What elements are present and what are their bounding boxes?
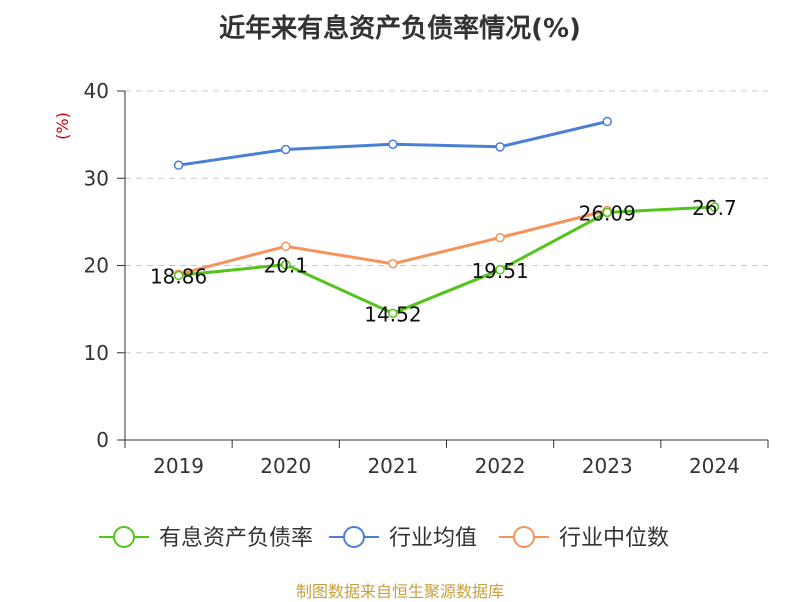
data-label: 19.51 xyxy=(471,259,528,283)
data-label: 20.1 xyxy=(263,254,308,278)
legend-label: 行业中位数 xyxy=(559,526,669,551)
data-point xyxy=(173,160,184,170)
legend-label: 有息资产负债率 xyxy=(159,526,313,551)
x-tick-label: 2019 xyxy=(153,454,204,478)
x-tick-label: 2020 xyxy=(260,454,311,478)
data-point xyxy=(281,241,291,252)
data-point xyxy=(281,144,291,155)
data-point xyxy=(709,202,720,212)
data-point xyxy=(388,308,398,319)
data-point xyxy=(388,139,398,149)
y-tick-label: 10 xyxy=(84,341,109,365)
legend-label: 行业均值 xyxy=(389,526,477,551)
data-point xyxy=(495,265,505,275)
x-tick-label: 2021 xyxy=(367,454,418,478)
x-tick-label: 2023 xyxy=(582,454,633,478)
series-line xyxy=(178,205,715,315)
y-tick-label: 40 xyxy=(84,79,109,103)
data-label: 18.86 xyxy=(150,264,207,288)
y-axis-label: (%) xyxy=(53,112,72,140)
legend-marker xyxy=(513,526,535,548)
data-point xyxy=(602,116,612,127)
data-label: 14.52 xyxy=(364,302,421,326)
data-point xyxy=(281,259,291,270)
data-point xyxy=(495,232,505,243)
legend-marker xyxy=(343,526,365,548)
source-note: 制图数据来自恒生聚源数据库 xyxy=(295,582,504,601)
data-point xyxy=(495,142,505,152)
legend-marker xyxy=(113,526,135,548)
y-tick-label: 30 xyxy=(84,166,109,190)
y-tick-label: 0 xyxy=(96,428,109,452)
data-point xyxy=(388,259,398,269)
data-point xyxy=(602,207,612,218)
data-label: 26.09 xyxy=(579,201,636,225)
x-tick-label: 2022 xyxy=(475,454,526,478)
data-point xyxy=(173,270,184,281)
data-label: 26.7 xyxy=(692,196,737,220)
chart-title: 近年来有息资产负债率情况(%) xyxy=(219,14,581,44)
y-tick-label: 20 xyxy=(84,254,109,278)
x-tick-label: 2024 xyxy=(689,454,740,478)
